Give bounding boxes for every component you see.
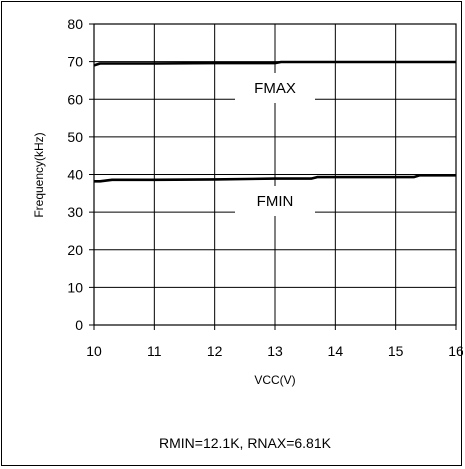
x-tick-labels: 10 11 12 13 14 15 16: [86, 343, 463, 359]
y-tick-label: 80: [67, 16, 83, 32]
x-tick-label: 15: [388, 343, 404, 359]
series-line-fmin: [94, 174, 456, 183]
y-tick-label: 10: [67, 279, 83, 295]
y-tick-label: 50: [67, 129, 83, 145]
y-tick-label: 20: [67, 242, 83, 258]
y-tick-label: 70: [67, 54, 83, 70]
fmax-label-bg: [235, 73, 315, 103]
y-tick-label: 60: [67, 91, 83, 107]
series-line-fmax: [93, 60, 456, 67]
fmin-label-bg: [235, 186, 315, 216]
resistor-annotation: RMIN=12.1K, RNAX=6.81K: [159, 435, 332, 451]
grid-lines: [94, 24, 456, 325]
x-tick-label: 10: [86, 343, 102, 359]
y-axis-label: Frequency(kHz): [32, 132, 46, 217]
tick-marks: [89, 23, 457, 330]
x-tick-label: 14: [328, 343, 344, 359]
y-tick-label: 40: [67, 167, 83, 183]
y-tick-labels: 0 10 20 30 40 50 60 70 80: [67, 16, 83, 333]
x-axis-label: VCC(V): [254, 373, 295, 387]
series-label-fmin: FMIN: [257, 193, 294, 210]
series-label-fmax: FMAX: [254, 80, 296, 97]
x-tick-label: 12: [207, 343, 223, 359]
y-tick-label: 0: [75, 317, 83, 333]
x-tick-label: 13: [267, 343, 283, 359]
x-tick-label: 16: [448, 343, 463, 359]
y-tick-label: 30: [67, 204, 83, 220]
x-tick-label: 11: [147, 343, 162, 359]
series-lines: [93, 60, 456, 183]
